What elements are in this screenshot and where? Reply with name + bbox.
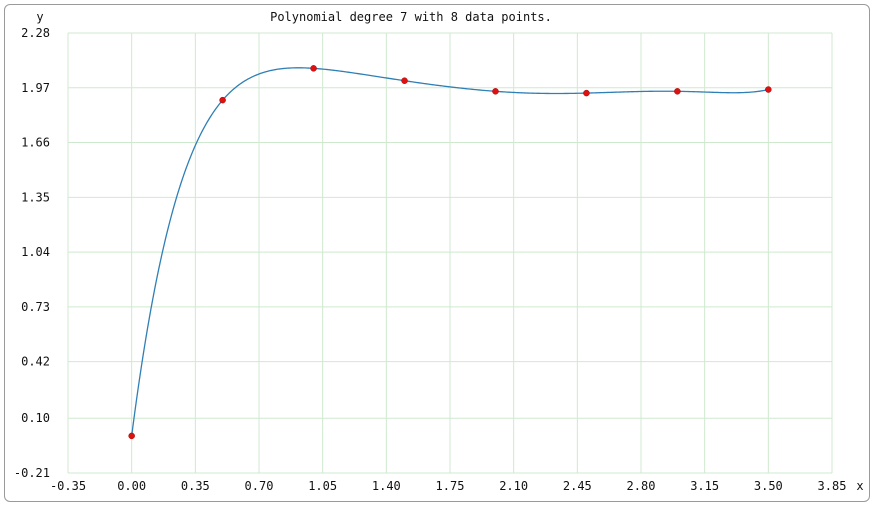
- x-tick-label: 1.40: [372, 479, 401, 493]
- x-tick-label: 3.85: [818, 479, 847, 493]
- y-tick-label: 0.42: [21, 355, 50, 369]
- x-tick-label: -0.35: [50, 479, 86, 493]
- chart-frame: [4, 4, 870, 502]
- x-tick-label: 2.45: [563, 479, 592, 493]
- y-tick-label: 0.10: [21, 411, 50, 425]
- y-axis-label: y: [36, 10, 43, 24]
- y-tick-label: 1.04: [21, 245, 50, 259]
- data-point: [401, 77, 408, 84]
- x-tick-label: 1.75: [436, 479, 465, 493]
- x-tick-label: 2.80: [627, 479, 656, 493]
- series-layer: [128, 65, 772, 440]
- data-point: [219, 96, 226, 104]
- data-point: [765, 86, 772, 93]
- y-tick-label: 1.97: [21, 81, 50, 95]
- data-point: [492, 88, 499, 95]
- y-tick-label: 1.35: [21, 190, 50, 204]
- y-tick-label: -0.21: [14, 466, 50, 480]
- x-tick-label: 3.15: [690, 479, 719, 493]
- grid-layer: [67, 32, 833, 474]
- x-tick-label: 0.00: [117, 479, 146, 493]
- data-point: [583, 89, 590, 97]
- x-tick-label: 2.10: [499, 479, 528, 493]
- tick-label-layer: -0.35 0.00 0.35 0.70 1.05 1.40 1.75 2.10 2.45 2.8…: [14, 26, 847, 493]
- data-point: [128, 432, 135, 440]
- x-axis-label: x: [856, 479, 863, 493]
- y-tick-label: 0.73: [21, 300, 50, 314]
- chart-title: Polynomial degree 7 with 8 data points.: [270, 10, 552, 24]
- data-point: [674, 88, 681, 95]
- x-tick-label: 1.05: [308, 479, 337, 493]
- data-point: [310, 65, 317, 72]
- x-tick-label: 0.70: [245, 479, 274, 493]
- y-tick-label: 2.28: [21, 26, 50, 40]
- y-tick-label: 1.66: [21, 136, 50, 150]
- polynomial-curve: [131, 67, 769, 436]
- x-tick-label: 3.50: [754, 479, 783, 493]
- x-tick-label: 0.35: [181, 479, 210, 493]
